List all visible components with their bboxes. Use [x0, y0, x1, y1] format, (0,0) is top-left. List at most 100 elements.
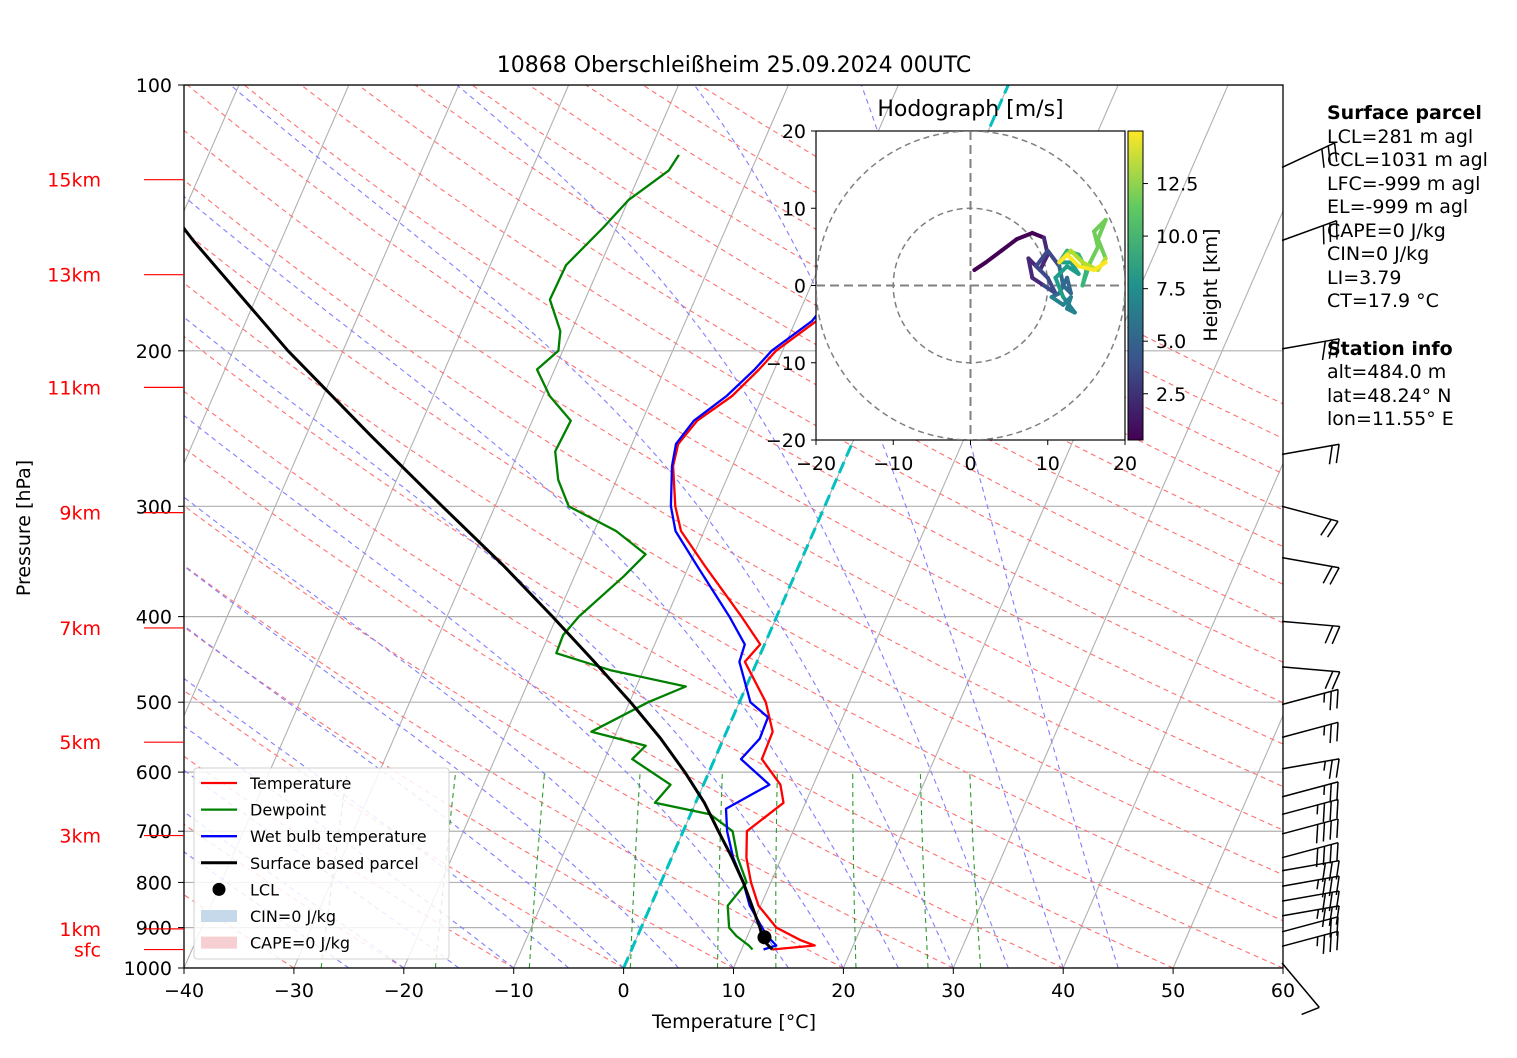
surface-line: CAPE=0 J/kg: [1327, 220, 1488, 244]
colorbar-tick-label: 2.5: [1156, 384, 1186, 406]
height-label: 7km: [59, 618, 101, 640]
x-tick-label: 0: [618, 980, 630, 1002]
hodograph-y-tick-label: 10: [782, 198, 806, 220]
x-tick-label: 50: [1161, 980, 1185, 1002]
wind-barb: [1282, 722, 1338, 743]
y-tick-label: 200: [136, 341, 172, 363]
colorbar-label: Height [km]: [1200, 228, 1222, 341]
hodograph-title: Hodograph [m/s]: [877, 97, 1063, 122]
wind-barb-staff: [1282, 621, 1340, 626]
height-label: 3km: [59, 826, 101, 848]
y-tick-label: 300: [136, 496, 172, 518]
wind-barb-feather: [1323, 225, 1324, 244]
wind-barb: [1282, 558, 1339, 585]
colorbar-tick-label: 12.5: [1156, 174, 1198, 196]
legend-label: Temperature: [249, 774, 351, 793]
wind-barb-feather: [1332, 626, 1340, 643]
wind-barb-staff: [1282, 558, 1339, 568]
wind-barb-feather: [1329, 760, 1332, 779]
lcl-point: [757, 930, 771, 944]
surface-line: CT=17.9 °C: [1327, 290, 1488, 314]
wind-barb-staff: [1282, 819, 1338, 834]
height-label: 13km: [47, 265, 101, 287]
surface-line: CCL=1031 m agl: [1327, 149, 1488, 173]
wind-barb-feather: [1337, 689, 1338, 708]
colorbar-tick-label: 7.5: [1156, 279, 1186, 301]
hodograph-y-tick-label: −10: [766, 353, 806, 375]
hodograph-x-tick-label: −10: [873, 453, 913, 475]
surface-line: LCL=281 m agl: [1327, 126, 1488, 150]
parcel-info-panel: Surface parcel LCL=281 m agl CCL=1031 m …: [1327, 102, 1488, 432]
wind-barb-feather: [1324, 726, 1325, 735]
station-line: lon=11.55° E: [1327, 408, 1488, 432]
wind-barb-feather: [1330, 784, 1331, 803]
x-tick-label: −40: [164, 980, 204, 1002]
wind-barb: [1282, 782, 1338, 803]
legend-swatch: [201, 937, 237, 949]
y-tick-label: 400: [136, 607, 172, 629]
hodograph-x-tick-label: 10: [1036, 453, 1060, 475]
colorbar-tick-label: 10.0: [1156, 226, 1198, 248]
station-line: alt=484.0 m: [1327, 361, 1488, 385]
wind-barb: [1282, 667, 1340, 689]
wind-barb-feather: [1325, 671, 1333, 688]
x-tick-label: −20: [384, 980, 424, 1002]
wind-barb-feather: [1337, 843, 1338, 862]
mixing-ratio-line: [970, 772, 981, 968]
wind-barb-feather: [1324, 761, 1325, 770]
mixing-ratio-line: [853, 772, 856, 968]
y-tick-label: 100: [136, 75, 172, 97]
wind-barb-feather: [1317, 909, 1318, 918]
wind-barb-feather: [1302, 1007, 1320, 1014]
wind-barb-feather: [1323, 803, 1324, 822]
wind-barb-feather: [1330, 724, 1331, 743]
hodograph-y-tick-label: −20: [766, 430, 806, 452]
wind-barb: [1282, 799, 1338, 822]
hodograph-x-tick-label: 0: [964, 453, 976, 475]
wind-barb-staff: [1282, 722, 1338, 737]
wind-barb: [1282, 891, 1339, 912]
wind-barb-staff: [1282, 506, 1338, 521]
height-label: 11km: [47, 377, 101, 399]
wind-barb-feather: [1317, 824, 1318, 843]
hodograph-y-tick-label: 20: [782, 121, 806, 143]
wind-barb-feather: [1317, 937, 1318, 946]
wind-barb-feather: [1330, 801, 1331, 820]
wind-barb: [1282, 444, 1339, 464]
wind-barb-feather: [1330, 821, 1331, 840]
x-tick-label: 60: [1271, 980, 1295, 1002]
wind-barb-feather: [1337, 782, 1338, 801]
legend-label: Dewpoint: [250, 801, 326, 820]
hodograph-x-tick-label: −20: [796, 453, 836, 475]
mixing-ratio-line: [529, 772, 544, 968]
wind-barb-feather: [1322, 149, 1324, 168]
wind-barb-staff: [1282, 843, 1338, 858]
wind-barb-feather: [1317, 805, 1318, 814]
surface-line: EL=-999 m agl: [1327, 196, 1488, 220]
wind-barb-feather: [1329, 446, 1332, 465]
wind-barb: [1282, 843, 1338, 867]
x-tick-label: 20: [831, 980, 855, 1002]
mixing-ratio-line: [718, 772, 723, 968]
station-line: lat=48.24° N: [1327, 385, 1488, 409]
mixing-ratio-line: [920, 772, 928, 968]
wind-barb: [1282, 759, 1339, 779]
y-tick-label: 500: [136, 692, 172, 714]
wind-barb-feather: [1336, 444, 1339, 463]
surface-line: CIN=0 J/kg: [1327, 243, 1488, 267]
wind-barb: [1282, 689, 1338, 710]
x-axis-label: Temperature [°C]: [651, 1011, 816, 1033]
hodograph-x-tick-label: 20: [1113, 453, 1137, 475]
wind-barb-staff: [1282, 667, 1340, 672]
x-tick-label: 40: [1051, 980, 1075, 1002]
legend-label: Surface based parcel: [250, 854, 419, 873]
legend-swatch: [201, 910, 237, 922]
hodograph-colorbar: [1128, 131, 1143, 440]
wind-barb-feather: [1337, 722, 1338, 741]
y-tick-label: 600: [136, 762, 172, 784]
height-label: 1km: [59, 919, 101, 941]
wind-barb: [1282, 506, 1338, 537]
y-tick-label: 1000: [124, 958, 172, 980]
x-tick-label: −10: [494, 980, 534, 1002]
